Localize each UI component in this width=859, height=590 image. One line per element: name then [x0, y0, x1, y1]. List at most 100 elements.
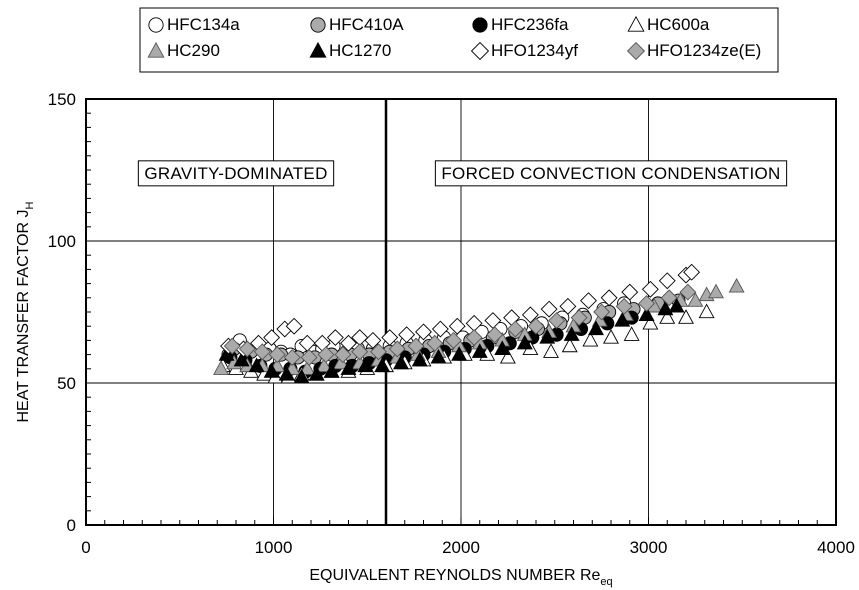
- legend-label-hfo1234ze-e: HFO1234ze(E): [647, 41, 761, 60]
- data-point-hfo1234ze-e: [570, 309, 588, 327]
- data-point-hfo1234yf: [658, 272, 676, 290]
- y-tick-labels: 0 50 100 150: [48, 90, 76, 535]
- x-tick-label: 2000: [442, 538, 480, 557]
- data-point-hc600a: [561, 337, 578, 353]
- data-point-hc1270: [218, 346, 235, 361]
- data-point-hc290: [728, 277, 745, 293]
- legend: HFC134a HFC410A HFC236fa HC600a HC290 HC1270 H…: [139, 7, 779, 73]
- region-labels: GRAVITY-DOMINATED FORCED CONVECTION CONDE…: [137, 160, 788, 187]
- data-point-hfo1234ze-e: [283, 349, 301, 366]
- data-point-hc1270: [668, 297, 685, 313]
- data-point-hc600a: [499, 348, 516, 364]
- data-point-hc1270: [248, 357, 265, 373]
- region-label-box: [434, 160, 788, 187]
- data-points: [213, 263, 745, 384]
- data-point-hfo1234yf: [683, 263, 701, 281]
- legend-entry-hfc134a: HFC134a: [148, 15, 240, 34]
- data-point-hc600a: [603, 329, 619, 344]
- legend-marker-hc1270: [309, 41, 327, 58]
- data-point-hfo1234yf: [540, 300, 558, 318]
- y-axis-title: HEAT TRANSFER FACTOR JH: [15, 201, 36, 422]
- data-point-hfo1234ze-e: [253, 343, 271, 361]
- data-point-hfo1234ze-e: [679, 283, 697, 301]
- data-point-hfo1234ze-e: [334, 346, 352, 364]
- region-label-forced: FORCED CONVECTION CONDENSATION: [434, 160, 788, 187]
- data-point-hfo1234ze-e: [351, 343, 369, 361]
- x-axis-title-subscript: eq: [600, 576, 612, 588]
- data-point-hc600a: [659, 309, 676, 324]
- data-point-hc290: [708, 283, 724, 299]
- legend-marker-hfc410a: [310, 17, 326, 33]
- y-tick-label: 0: [67, 516, 76, 535]
- data-point-hfo1234yf: [381, 329, 399, 346]
- legend-entry-hc1270: HC1270: [309, 41, 391, 60]
- data-point-hc290: [333, 354, 349, 370]
- data-point-hc1270: [308, 365, 325, 381]
- data-point-hfo1234ze-e: [548, 312, 566, 329]
- data-point-hfo1234yf: [600, 289, 618, 307]
- data-point-hc1270: [539, 329, 556, 344]
- data-point-hc1270: [516, 334, 533, 350]
- data-point-hfo1234yf: [431, 320, 449, 338]
- legend-items: HFC134a HFC410A HFC236fa HC600a HC290 HC1270 H…: [147, 15, 761, 61]
- data-point-hfo1234yf: [641, 280, 659, 298]
- data-point-hc290: [316, 357, 333, 373]
- data-point-hc600a: [543, 343, 559, 358]
- data-point-hfo1234yf: [521, 306, 539, 324]
- x-tick-label: 1000: [255, 538, 293, 557]
- legend-box: [139, 7, 779, 73]
- data-point-hfo1234ze-e: [370, 343, 387, 361]
- data-point-hfo1234yf: [364, 331, 382, 349]
- plot-border: [85, 98, 837, 526]
- legend-label-hfo1234yf: HFO1234yf: [491, 41, 578, 60]
- data-point-hc600a: [582, 331, 599, 347]
- legend-marker-hfc134a: [148, 17, 164, 33]
- y-axis-title-subscript: H: [24, 201, 36, 209]
- data-point-hfo1234ze-e: [506, 320, 524, 338]
- data-point-hfo1234ze-e: [300, 349, 318, 366]
- data-point-hfo1234ze-e: [465, 329, 483, 346]
- data-point-hc290: [687, 292, 704, 307]
- data-point-hfo1234yf: [559, 297, 577, 315]
- data-point-hfo1234yf: [326, 329, 344, 346]
- data-point-hc1270: [588, 320, 604, 336]
- x-axis-title: EQUIVALENT REYNOLDS NUMBER Reeq: [309, 567, 612, 588]
- data-point-hc1270: [471, 343, 488, 358]
- x-tick-labels: 0 1000 2000 3000 4000: [81, 538, 855, 557]
- data-point-hc1270: [638, 306, 655, 321]
- legend-label-hc600a: HC600a: [647, 15, 710, 34]
- legend-label-hfc134a: HFC134a: [167, 15, 240, 34]
- data-point-hc1270: [293, 368, 310, 384]
- data-point-hc600a: [678, 309, 694, 324]
- legend-marker-hfo1234ze-e: [626, 41, 646, 61]
- legend-marker-hc600a: [627, 15, 645, 32]
- data-point-hfo1234ze-e: [527, 317, 545, 335]
- data-point-hc290: [213, 360, 229, 375]
- data-point-hfo1234ze-e: [486, 326, 504, 344]
- data-point-hfo1234yf: [263, 329, 281, 346]
- legend-entry-hc290: HC290: [147, 41, 220, 60]
- data-point-hc1270: [374, 357, 391, 373]
- region-label-box: [137, 160, 335, 187]
- data-point-hfo1234ze-e: [223, 337, 241, 355]
- legend-entry-hc600a: HC600a: [627, 15, 710, 34]
- data-point-hc600a: [698, 303, 715, 319]
- legend-label-hfc410a: HFC410A: [329, 15, 404, 34]
- data-point-hc1270: [657, 300, 674, 316]
- data-point-hfo1234ze-e: [638, 295, 656, 312]
- data-point-hc1270: [451, 346, 468, 361]
- data-point-hc1270: [323, 363, 340, 378]
- data-point-hfo1234yf: [285, 317, 303, 335]
- region-label-gravity: GRAVITY-DOMINATED: [137, 160, 335, 187]
- data-point-hfo1234ze-e: [238, 340, 256, 358]
- legend-label-hfc236fa: HFC236fa: [491, 15, 569, 34]
- data-point-hfo1234ze-e: [660, 289, 678, 307]
- data-point-hc1270: [233, 351, 250, 367]
- data-point-hfo1234ze-e: [268, 346, 286, 364]
- data-point-hc1270: [393, 354, 409, 370]
- legend-label-hc1270: HC1270: [329, 41, 391, 60]
- data-point-hc1270: [614, 312, 631, 327]
- data-point-hc600a: [642, 314, 659, 330]
- data-point-hfo1234yf: [340, 334, 357, 352]
